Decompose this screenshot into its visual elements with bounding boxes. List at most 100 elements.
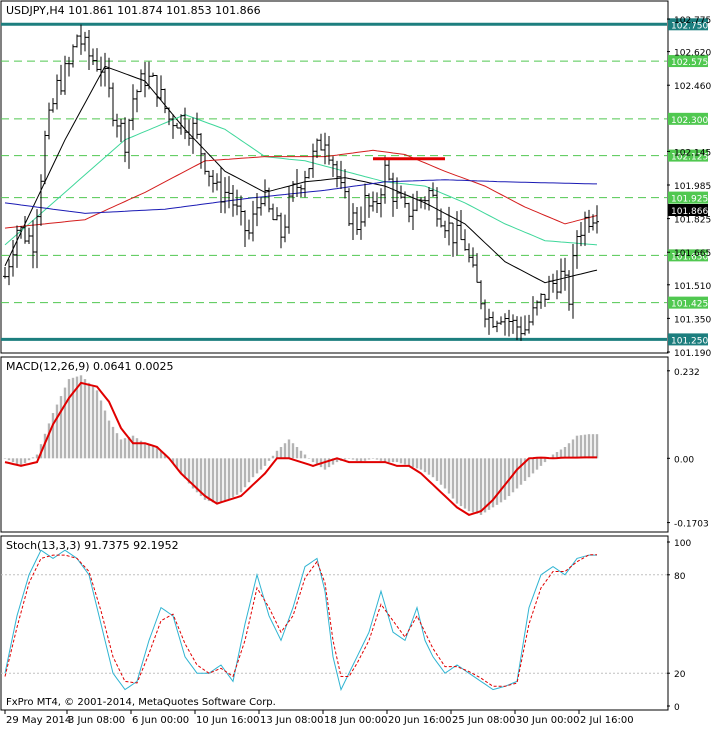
macd-hist-bar <box>203 458 207 500</box>
macd-hist-bar <box>83 379 87 459</box>
price-bar <box>495 320 499 333</box>
price-bar <box>507 309 511 337</box>
macd-panel-frame <box>0 356 669 533</box>
price-bar <box>71 44 75 68</box>
price-bar <box>351 203 355 241</box>
stoch-tick-label-3: 0 <box>674 703 680 713</box>
price-bar <box>131 84 135 131</box>
macd-hist-bar <box>191 458 195 489</box>
macd-hist-bar <box>359 458 363 463</box>
price-bar <box>215 173 219 191</box>
macd-hist-bar <box>347 458 351 459</box>
price-bar <box>447 206 451 246</box>
macd-hist-bar <box>31 457 35 459</box>
price-bar <box>331 156 335 178</box>
macd-hist-bar <box>107 420 111 459</box>
macd-hist-bar <box>551 454 555 459</box>
macd-hist-bar <box>43 433 47 459</box>
macd-hist-bar <box>379 458 383 461</box>
macd-hist-bar <box>131 435 135 459</box>
price-bar <box>123 117 127 163</box>
price-bar <box>223 177 227 214</box>
price-tick-label-7: 101.510 <box>674 282 711 292</box>
macd-hist-bar <box>555 452 559 459</box>
price-bar <box>527 314 531 334</box>
stoch-series <box>1 549 667 692</box>
price-bar <box>459 210 463 241</box>
macd-hist-bar <box>363 458 367 461</box>
price-bar <box>199 133 203 169</box>
stoch-tick-label-1: 80 <box>674 572 686 582</box>
price-bar <box>399 185 403 199</box>
macd-hist-bar <box>111 426 115 459</box>
macd-hist-bar <box>399 458 403 464</box>
x-tick-label-8: 30 Jun 00:00 <box>516 715 580 726</box>
price-bar <box>323 132 327 165</box>
price-tick-label-9: 101.190 <box>674 349 711 359</box>
price-bar <box>451 222 455 257</box>
price-bar <box>95 48 99 72</box>
macd-hist-bar <box>427 458 431 475</box>
price-bar <box>267 187 271 213</box>
price-panel-frame <box>0 0 669 354</box>
price-bar <box>39 174 43 226</box>
price-bar <box>159 75 163 101</box>
macd-hist-bar <box>531 458 535 474</box>
price-bar <box>347 188 351 227</box>
price-bar <box>387 158 391 181</box>
macd-hist-bar <box>115 433 119 459</box>
macd-hist-bar <box>415 458 419 469</box>
price-bar <box>319 133 323 151</box>
price-bar <box>171 114 175 139</box>
x-tick-label-0: 29 May 2014 <box>6 715 71 726</box>
ma-line-slow <box>4 149 598 229</box>
price-bar <box>219 167 223 214</box>
price-bar <box>203 152 207 175</box>
level-tag-3 <box>668 149 708 162</box>
macd-hist-bar <box>387 458 391 463</box>
level-tag-6 <box>668 296 708 309</box>
price-bar <box>583 211 587 246</box>
macd-hist-bar <box>443 458 447 489</box>
macd-hist-bar <box>467 458 471 512</box>
macd-hist-bar <box>575 435 579 459</box>
macd-hist-bar <box>459 458 463 507</box>
price-bar <box>555 270 559 300</box>
price-bar <box>327 136 331 165</box>
macd-hist-bar <box>147 444 151 459</box>
macd-hist-bar <box>79 375 83 459</box>
price-bar <box>431 182 435 197</box>
price-bar <box>183 107 187 140</box>
macd-hist-bar <box>471 458 475 513</box>
macd-hist-bar <box>375 458 379 460</box>
macd-hist-bar <box>231 458 235 498</box>
macd-hist-bar <box>587 434 591 459</box>
stoch-main-line <box>4 549 597 692</box>
macd-hist-bar <box>215 458 219 504</box>
macd-hist-bar <box>439 458 443 485</box>
macd-hist-bar <box>211 458 215 503</box>
price-bar <box>259 197 263 216</box>
price-bar <box>335 160 339 188</box>
price-bar <box>271 203 275 221</box>
current-price-label: 101.866 <box>671 207 708 217</box>
macd-tick-label-0: 0.232 <box>674 368 700 378</box>
price-level-lines: 102.750 102.575 102.300 102.125 101.925 101.6… <box>1 18 708 346</box>
price-bar <box>79 24 83 55</box>
price-bar <box>371 191 375 212</box>
price-bar <box>235 189 239 216</box>
price-bar <box>243 210 247 247</box>
macd-hist-bar <box>59 396 63 459</box>
macd-hist-bar <box>7 458 11 461</box>
macd-hist-bar <box>67 379 71 459</box>
x-tick-label-4: 13 Jun 08:00 <box>260 715 324 726</box>
macd-hist-bar <box>563 447 567 459</box>
price-bar <box>563 257 567 291</box>
stoch-panel-frame <box>0 535 669 711</box>
price-bar <box>519 316 523 341</box>
price-bar <box>523 315 527 336</box>
macd-hist-bar <box>315 458 319 465</box>
level-label-0: 102.750 <box>671 21 708 31</box>
macd-hist-bar <box>451 458 455 499</box>
price-bar <box>231 185 235 217</box>
